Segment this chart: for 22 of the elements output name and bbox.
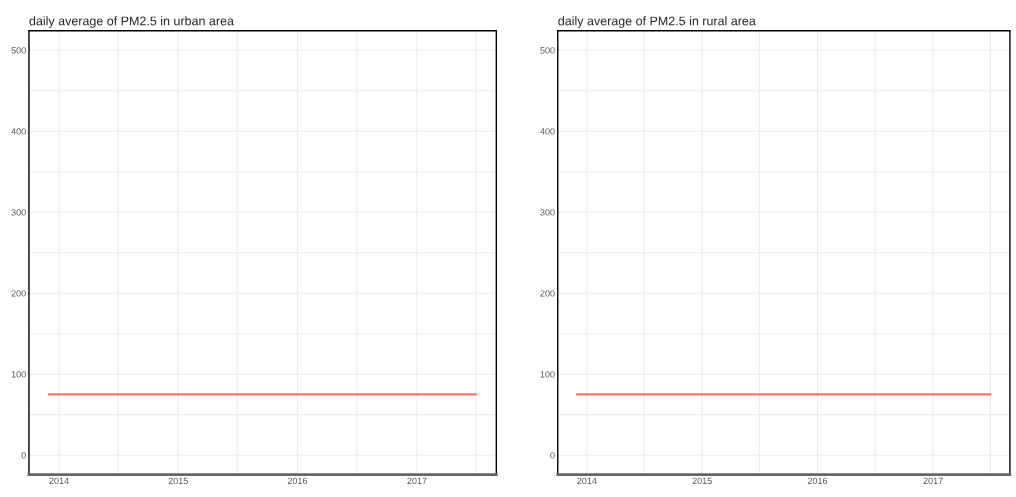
y-tick-label: 200 xyxy=(540,290,555,297)
y-tick-label: 100 xyxy=(540,371,555,378)
y-tick-label: 500 xyxy=(540,47,555,54)
y-tick-label: 100 xyxy=(11,371,26,378)
y-tick-label: 500 xyxy=(11,47,26,54)
x-tick-label: 2016 xyxy=(287,477,308,485)
y-tick-label: 200 xyxy=(11,290,26,297)
y-tick-label: 400 xyxy=(540,128,555,135)
x-tick-label: 2015 xyxy=(168,477,188,485)
y-tick-label: 400 xyxy=(11,128,26,135)
y-tick-label: 0 xyxy=(21,452,26,459)
x-tick-label: 2014 xyxy=(577,477,597,485)
y-tick-label: 300 xyxy=(11,209,26,216)
x-tick-label: 2017 xyxy=(407,477,427,485)
x-tick-label: 2017 xyxy=(923,477,943,485)
y-tick-label: 0 xyxy=(550,452,555,459)
chart-title: daily average of PM2.5 in rural area xyxy=(558,16,756,28)
chart-title: daily average of PM2.5 in urban area xyxy=(29,16,234,28)
x-tick-label: 2016 xyxy=(807,477,828,485)
x-tick-label: 2015 xyxy=(692,477,712,485)
y-tick-label: 300 xyxy=(540,209,555,216)
x-tick-label: 2014 xyxy=(49,477,69,485)
